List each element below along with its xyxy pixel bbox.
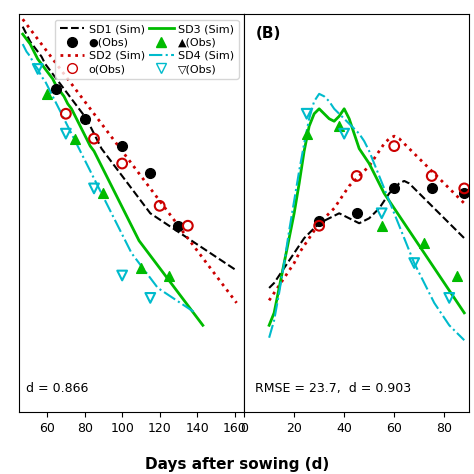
Point xyxy=(446,294,453,302)
Point xyxy=(410,259,418,267)
Point xyxy=(378,210,385,217)
Point xyxy=(90,135,98,142)
Point xyxy=(353,172,360,180)
Point xyxy=(184,222,191,229)
Point xyxy=(43,90,51,98)
Point xyxy=(118,142,126,150)
Point xyxy=(118,272,126,279)
Point xyxy=(428,184,436,192)
Text: d = 0.866: d = 0.866 xyxy=(26,383,88,395)
Point xyxy=(315,222,323,229)
Text: RMSE = 23.7,  d = 0.903: RMSE = 23.7, d = 0.903 xyxy=(255,383,411,395)
Point xyxy=(340,130,348,137)
Point xyxy=(137,264,145,272)
Point xyxy=(146,294,154,302)
Point xyxy=(174,222,182,229)
Point xyxy=(303,110,310,118)
Point xyxy=(62,130,70,137)
Point xyxy=(146,170,154,177)
Point xyxy=(378,222,385,229)
Point xyxy=(165,272,173,279)
Point xyxy=(336,122,343,130)
Point xyxy=(100,190,107,197)
Point xyxy=(62,110,70,118)
Point xyxy=(391,184,398,192)
Point xyxy=(428,172,436,180)
Point xyxy=(81,115,89,122)
Text: Days after sowing (d): Days after sowing (d) xyxy=(145,457,329,472)
Point xyxy=(353,210,360,217)
Point xyxy=(156,202,164,210)
Point xyxy=(460,190,468,197)
Point xyxy=(53,85,60,93)
Point xyxy=(420,239,428,247)
Point xyxy=(315,217,323,225)
Point xyxy=(72,135,79,142)
Point xyxy=(453,272,461,279)
Point xyxy=(303,130,310,137)
Text: (B): (B) xyxy=(255,26,281,41)
Legend: SD1 (Sim), ●(Obs), SD2 (Sim), o(Obs), SD3 (Sim), ▲(Obs), SD4 (Sim), ▽(Obs): SD1 (Sim), ●(Obs), SD2 (Sim), o(Obs), SD… xyxy=(55,20,238,79)
Point xyxy=(118,160,126,167)
Point xyxy=(391,142,398,150)
Point xyxy=(90,184,98,192)
Point xyxy=(460,184,468,192)
Point xyxy=(34,65,42,73)
